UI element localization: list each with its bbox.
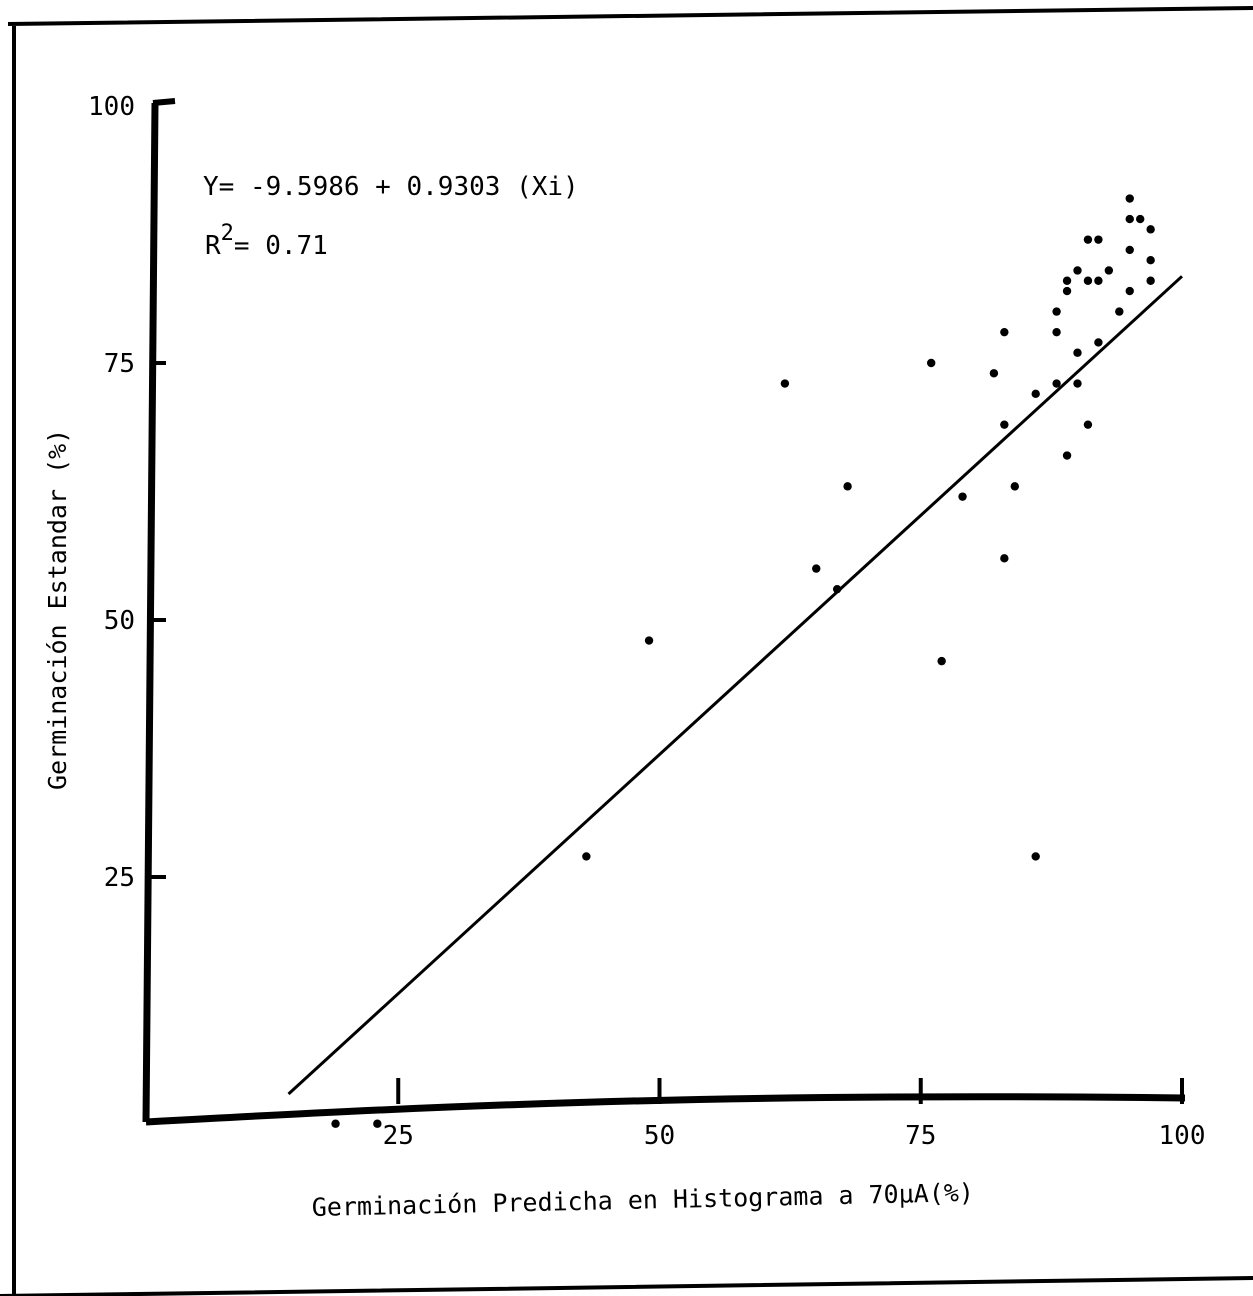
data-point xyxy=(1104,266,1114,275)
data-point xyxy=(373,1119,382,1128)
data-point xyxy=(1000,420,1009,429)
x-tick-label-50: 50 xyxy=(644,1121,675,1151)
x-axis-line xyxy=(145,1093,1186,1126)
data-point xyxy=(1062,276,1072,285)
r-squared-label: R2= 0.71 xyxy=(205,221,328,261)
data-point xyxy=(1062,286,1072,296)
x-tick-label-100: 100 xyxy=(1159,1121,1206,1151)
data-point xyxy=(1125,286,1134,296)
y-axis-top-tick xyxy=(152,98,176,106)
r-squared-exponent: 2 xyxy=(221,221,234,246)
data-point xyxy=(1115,307,1124,316)
y-tick-label-50: 50 xyxy=(104,606,135,636)
data-point xyxy=(927,358,936,368)
data-point xyxy=(1125,194,1134,203)
data-point xyxy=(1073,266,1082,275)
x-tick-label-25: 25 xyxy=(383,1121,414,1151)
regression-equation: Y= -9.5986 + 0.9303 (Xi) xyxy=(203,172,579,202)
data-point xyxy=(1052,307,1061,316)
y-ticks: 25 50 75 100 xyxy=(88,92,166,893)
data-point xyxy=(958,492,967,501)
data-point xyxy=(1125,214,1134,224)
regression-layer xyxy=(287,275,1184,1096)
data-point xyxy=(1083,235,1093,244)
data-point xyxy=(331,1119,340,1128)
data-point xyxy=(989,369,999,378)
data-point xyxy=(1010,482,1019,491)
data-point xyxy=(1146,256,1155,265)
data-point xyxy=(1136,214,1145,224)
data-point xyxy=(1062,451,1072,460)
r-squared-value: = 0.71 xyxy=(234,231,328,261)
data-point xyxy=(1094,276,1103,285)
x-ticks: 25 50 75 100 xyxy=(383,1078,1206,1151)
data-point xyxy=(1000,327,1009,337)
data-point xyxy=(1031,852,1040,861)
data-point xyxy=(1094,235,1103,244)
x-tick-label-75: 75 xyxy=(905,1121,936,1151)
x-axis-title: Germinación Predicha en Histograma a 70µ… xyxy=(311,1178,974,1222)
y-axis-line xyxy=(142,102,159,1123)
data-point xyxy=(582,852,591,861)
data-point xyxy=(1094,338,1103,347)
data-point xyxy=(1083,420,1093,429)
y-axis-title: Germinación Estandar (%) xyxy=(43,429,72,790)
data-point xyxy=(812,564,821,573)
data-point xyxy=(843,482,852,491)
data-point xyxy=(1146,225,1155,234)
data-point xyxy=(1000,554,1009,563)
page-border xyxy=(0,6,1253,1296)
data-point xyxy=(937,656,946,666)
data-point xyxy=(1031,389,1040,399)
r-squared-base: R xyxy=(205,231,221,261)
data-point xyxy=(780,379,790,388)
data-point xyxy=(1125,245,1134,255)
data-points xyxy=(331,194,1155,1128)
data-point xyxy=(1073,379,1082,388)
data-point xyxy=(1073,348,1082,357)
y-tick-label-75: 75 xyxy=(104,349,135,379)
data-point xyxy=(1052,379,1061,388)
data-point xyxy=(1146,276,1155,285)
regression-line xyxy=(287,275,1184,1096)
data-point xyxy=(644,636,654,645)
data-point xyxy=(832,584,842,594)
data-point xyxy=(1083,276,1093,285)
data-point xyxy=(1052,327,1061,337)
y-tick-label-25: 25 xyxy=(104,863,135,893)
y-tick-label-100: 100 xyxy=(88,92,135,122)
